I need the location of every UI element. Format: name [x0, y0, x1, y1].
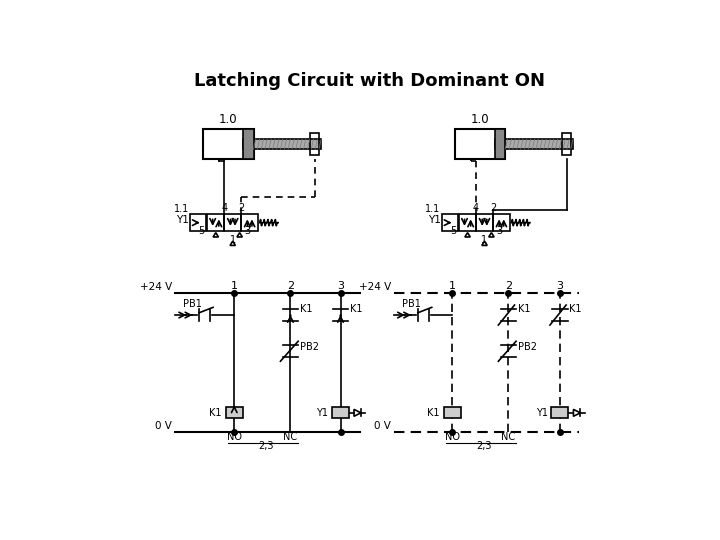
Bar — [493, 214, 510, 231]
Text: 2: 2 — [490, 203, 496, 213]
Text: 1.0: 1.0 — [471, 113, 490, 126]
Text: 0 V: 0 V — [155, 421, 172, 430]
Bar — [495, 130, 505, 159]
Text: K1: K1 — [300, 304, 312, 314]
Text: 1: 1 — [230, 235, 235, 246]
Text: K1: K1 — [570, 304, 582, 314]
Bar — [332, 408, 349, 418]
Text: 2,3: 2,3 — [258, 441, 274, 451]
Text: 1: 1 — [482, 235, 487, 246]
Bar — [459, 214, 476, 231]
Text: K1: K1 — [428, 408, 440, 418]
Text: 2: 2 — [287, 281, 294, 291]
Text: 5: 5 — [198, 226, 204, 236]
Text: PB2: PB2 — [300, 342, 319, 352]
Text: 0 V: 0 V — [374, 421, 392, 430]
Text: +24 V: +24 V — [140, 282, 172, 292]
Bar — [204, 130, 253, 159]
Bar — [444, 408, 461, 418]
Text: 1: 1 — [230, 281, 238, 291]
Text: Latching Circuit with Dominant ON: Latching Circuit with Dominant ON — [194, 72, 544, 91]
Text: 1: 1 — [449, 281, 456, 291]
Text: Y1: Y1 — [428, 215, 441, 225]
Text: 1.1: 1.1 — [426, 204, 441, 214]
Text: Y1: Y1 — [316, 408, 328, 418]
Text: 2: 2 — [505, 281, 512, 291]
Text: 5: 5 — [450, 226, 456, 236]
Bar — [224, 214, 241, 231]
Text: K1: K1 — [350, 304, 362, 314]
Text: NO: NO — [227, 432, 242, 442]
Text: 1.1: 1.1 — [174, 204, 189, 214]
Bar — [310, 133, 319, 155]
Bar — [190, 214, 206, 231]
Text: K1: K1 — [518, 304, 530, 314]
Text: 3: 3 — [337, 281, 344, 291]
Text: NO: NO — [445, 432, 459, 442]
Text: 2: 2 — [238, 203, 244, 213]
Text: 4: 4 — [221, 203, 228, 213]
Bar — [476, 214, 493, 231]
Text: 3: 3 — [496, 226, 502, 236]
Bar — [442, 214, 457, 231]
Text: NC: NC — [284, 432, 297, 442]
Bar — [562, 133, 571, 155]
Text: NC: NC — [501, 432, 516, 442]
Bar — [243, 139, 321, 149]
Bar — [207, 214, 224, 231]
Text: PB1: PB1 — [183, 299, 202, 308]
Bar — [243, 130, 253, 159]
Text: K1: K1 — [210, 408, 222, 418]
Bar — [241, 214, 258, 231]
Text: 4: 4 — [473, 203, 479, 213]
Bar — [455, 130, 505, 159]
Text: PB1: PB1 — [402, 299, 420, 308]
Text: 2,3: 2,3 — [477, 441, 492, 451]
Text: 3: 3 — [557, 281, 564, 291]
Bar — [495, 139, 573, 149]
Text: 1.0: 1.0 — [219, 113, 238, 126]
Text: Y1: Y1 — [536, 408, 548, 418]
Text: 3: 3 — [244, 226, 251, 236]
Bar — [552, 408, 568, 418]
Text: PB2: PB2 — [518, 342, 536, 352]
Bar — [226, 408, 243, 418]
Text: Y1: Y1 — [176, 215, 189, 225]
Text: +24 V: +24 V — [359, 282, 392, 292]
